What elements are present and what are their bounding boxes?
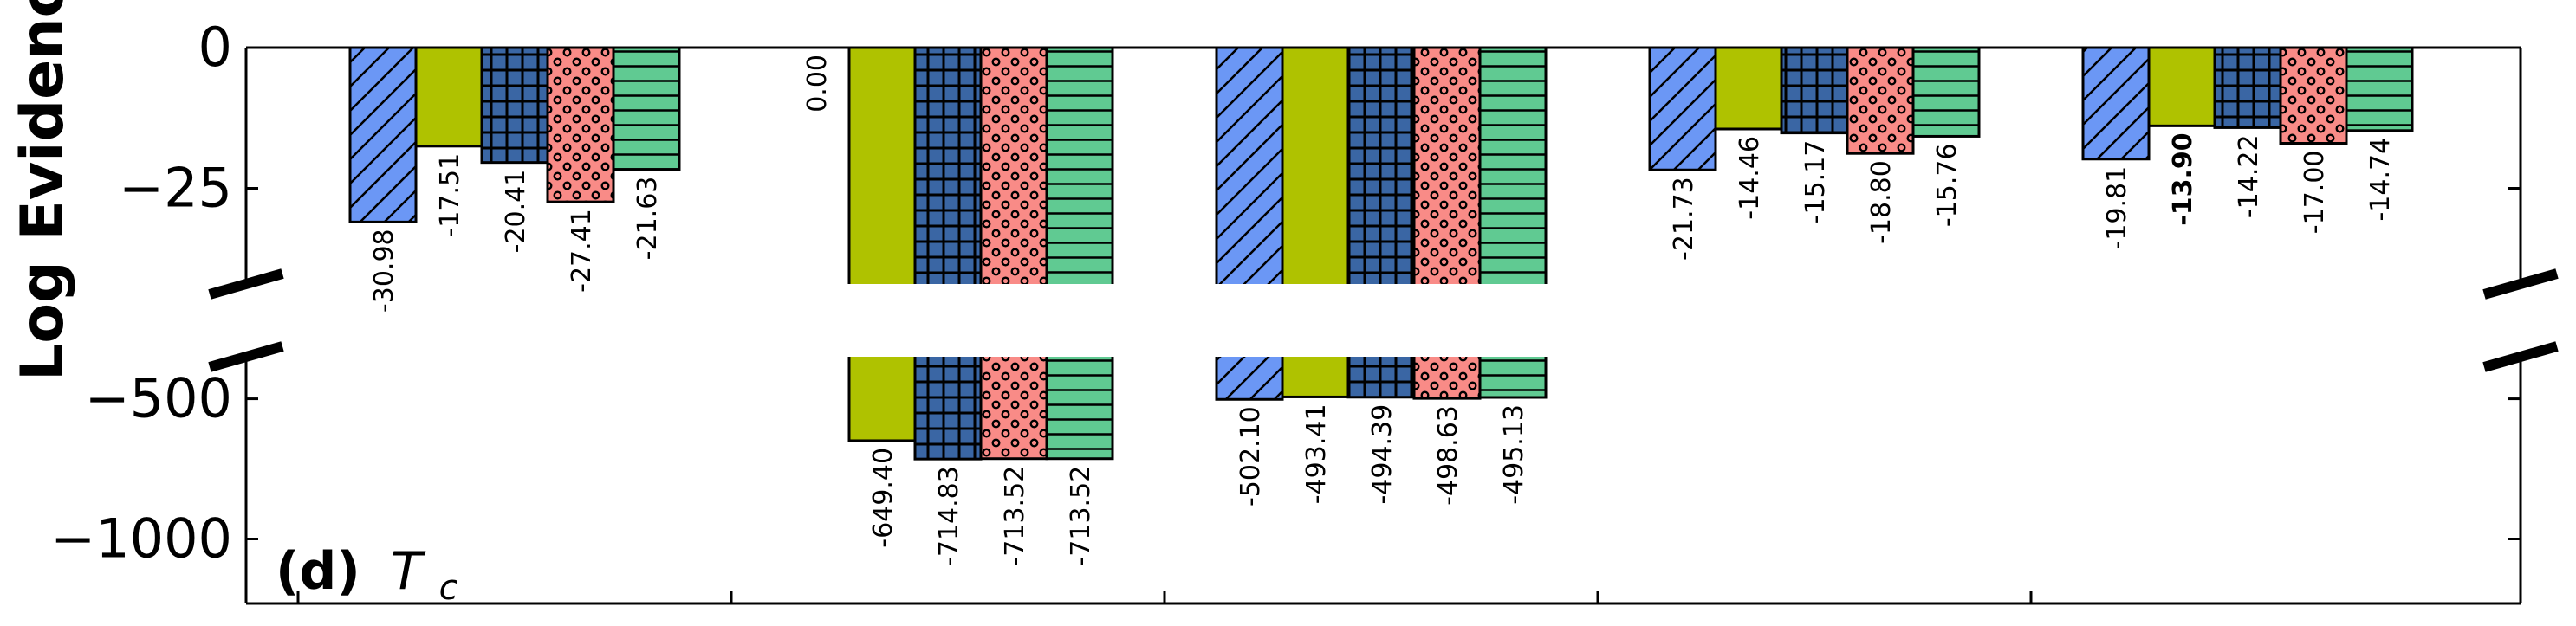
axis-break-marks	[208, 268, 2559, 372]
bar-value-label: -495.13	[1499, 404, 1529, 505]
bar-value-label: -649.40	[868, 448, 899, 548]
bar-value-labels: -30.98 -502.10 -21.73 -19.81 -17.51 -649.40 -4…	[369, 55, 2396, 566]
bar-upper	[1346, 46, 1416, 284]
bar-upper	[480, 46, 549, 165]
bar-upper	[1648, 46, 1717, 171]
bar-value-label: -30.98	[369, 229, 399, 313]
bar-upper	[1215, 46, 1284, 284]
y-axis-label: Log Evidence	[9, 0, 77, 381]
bar-upper	[1780, 46, 1849, 135]
bar-upper	[1714, 46, 1783, 131]
bar-upper	[1846, 46, 1915, 155]
bar-lower	[1346, 357, 1416, 399]
axis-break-mark	[2482, 268, 2559, 300]
bar-value-label: -498.63	[1433, 405, 1463, 506]
bar-value-label: -20.41	[501, 170, 531, 254]
bar-value-label: 0.00	[802, 55, 833, 113]
panel-annotation: (d) T c	[276, 541, 458, 608]
bar-lower	[979, 357, 1048, 461]
bar-value-label: -21.73	[1669, 177, 1699, 261]
bar-upper	[1045, 46, 1114, 284]
bar-upper	[847, 46, 917, 284]
panel-subscript: c	[439, 568, 458, 608]
bar-upper	[2147, 46, 2216, 127]
bar-value-label: -714.83	[934, 466, 964, 566]
bar-value-label: -27.41	[567, 209, 597, 293]
bar-value-label: -493.41	[1301, 403, 1332, 504]
bar-upper	[348, 46, 418, 223]
axes-frame	[244, 46, 2522, 605]
bar-value-label: -713.52	[1000, 466, 1030, 566]
bar-upper	[1412, 46, 1482, 284]
bar-lower	[1281, 357, 1350, 398]
bar-value-label: -14.74	[2365, 138, 2396, 222]
bar-lower	[1412, 357, 1482, 400]
axis-break-mark	[2482, 341, 2559, 372]
bar-lower	[913, 357, 983, 461]
panel-symbol: T	[391, 541, 426, 602]
bar-value-label: -17.51	[435, 153, 465, 237]
bar-value-label: -15.17	[1801, 140, 1831, 224]
bars-lower	[847, 357, 1548, 461]
y-tick-label: −500	[85, 367, 232, 430]
y-ticks: 0 −25 −500 −1000	[50, 16, 2521, 571]
y-tick-label: 0	[198, 16, 232, 79]
axis-break-mark	[208, 341, 284, 372]
bar-upper	[1911, 46, 1981, 138]
bar-lower	[1478, 357, 1548, 399]
axis-break-mark	[208, 268, 284, 300]
bar-value-label: -21.63	[633, 177, 663, 261]
bar-value-label: -13.90	[2168, 132, 2198, 225]
x-ticks	[296, 591, 2033, 603]
bar-value-label: -17.00	[2300, 151, 2330, 235]
bar-upper	[2345, 46, 2414, 132]
bar-value-label: -18.80	[1866, 160, 1897, 244]
bar-upper	[979, 46, 1048, 284]
bar-upper	[546, 46, 615, 203]
bar-upper	[414, 46, 483, 148]
bar-lower	[847, 357, 917, 442]
bar-value-label: -14.46	[1735, 136, 1765, 220]
bar-upper	[1281, 46, 1350, 284]
bar-value-label: -19.81	[2102, 166, 2132, 250]
bar-upper	[913, 46, 983, 284]
bar-upper	[2279, 46, 2348, 145]
bar-value-label: -713.52	[1066, 466, 1096, 566]
bar-upper	[1478, 46, 1548, 284]
bar-upper	[612, 46, 681, 171]
bar-upper	[2081, 46, 2151, 161]
bar-upper	[2213, 46, 2282, 129]
panel-letter: (d)	[276, 541, 360, 602]
bar-value-label: -15.76	[1932, 143, 1963, 227]
y-tick-label: −25	[119, 157, 232, 220]
bar-lower	[1215, 357, 1284, 401]
bar-lower	[1045, 357, 1114, 461]
bar-value-label: -14.22	[2234, 134, 2264, 218]
bar-value-label: -494.39	[1367, 404, 1398, 505]
bar-value-label: -502.10	[1236, 406, 1266, 507]
bars-upper	[348, 46, 2414, 284]
y-tick-label: −1000	[50, 507, 232, 571]
